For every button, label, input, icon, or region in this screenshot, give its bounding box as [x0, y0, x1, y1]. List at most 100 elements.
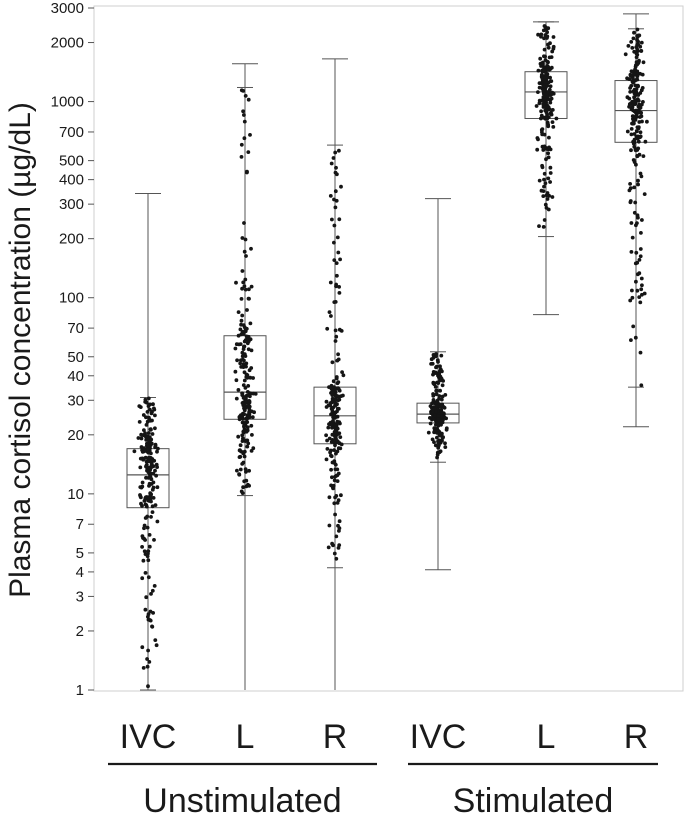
- data-point: [550, 49, 555, 54]
- data-point: [330, 409, 335, 413]
- data-point: [546, 80, 551, 85]
- data-point: [541, 91, 546, 96]
- data-point: [544, 116, 549, 121]
- data-point: [547, 135, 551, 140]
- category-label: IVC: [120, 718, 177, 756]
- data-point: [629, 148, 633, 153]
- data-point: [235, 358, 240, 363]
- data-point: [332, 501, 337, 506]
- data-point: [430, 401, 434, 406]
- data-point: [543, 80, 547, 84]
- data-point: [546, 207, 551, 212]
- data-point: [143, 571, 148, 575]
- data-point: [152, 584, 157, 588]
- data-point: [149, 411, 154, 416]
- data-point: [239, 365, 244, 369]
- data-point: [543, 181, 548, 186]
- data-point: [242, 370, 247, 375]
- data-point: [236, 388, 241, 392]
- data-point: [635, 221, 639, 226]
- data-point: [334, 284, 338, 289]
- data-point: [549, 65, 554, 70]
- y-tick-label: 4: [76, 564, 84, 581]
- data-point: [137, 404, 142, 408]
- data-point: [641, 154, 646, 159]
- data-point: [240, 269, 245, 273]
- data-point: [244, 334, 249, 339]
- data-point: [142, 526, 146, 531]
- data-point: [249, 348, 254, 353]
- data-point: [326, 545, 331, 550]
- data-point: [631, 36, 636, 41]
- data-point: [337, 291, 342, 295]
- data-point: [332, 461, 337, 465]
- data-point: [534, 104, 539, 108]
- data-point: [146, 431, 151, 435]
- data-point: [140, 545, 145, 549]
- data-point: [153, 638, 158, 642]
- data-point: [329, 161, 334, 166]
- data-point: [248, 321, 253, 326]
- data-point: [147, 455, 152, 460]
- data-point: [438, 388, 442, 393]
- data-point: [536, 90, 540, 94]
- data-point: [150, 487, 155, 492]
- data-point: [443, 441, 447, 446]
- data-point: [150, 504, 155, 509]
- data-point: [147, 481, 152, 486]
- data-point: [628, 186, 633, 191]
- data-point: [149, 592, 153, 596]
- data-point: [550, 120, 555, 124]
- data-point: [332, 300, 337, 304]
- data-point: [145, 525, 150, 530]
- data-point: [243, 354, 248, 358]
- data-point: [243, 237, 248, 242]
- data-point: [632, 30, 636, 35]
- data-point: [245, 308, 249, 312]
- y-tick-label: 7: [76, 516, 84, 533]
- data-point: [642, 192, 647, 197]
- data-point: [337, 148, 341, 153]
- data-point: [638, 247, 643, 251]
- data-point: [325, 438, 329, 443]
- data-point: [537, 178, 542, 183]
- data-point: [544, 157, 548, 162]
- data-point: [632, 121, 636, 126]
- data-point: [441, 417, 445, 422]
- data-point: [432, 428, 437, 433]
- data-point: [241, 450, 246, 455]
- data-point: [251, 376, 256, 380]
- data-point: [155, 465, 160, 469]
- data-point: [625, 129, 630, 134]
- data-point: [240, 313, 245, 318]
- data-point: [148, 609, 153, 614]
- y-axis-label: Plasma cortisol concentration (µg/dL): [4, 102, 37, 598]
- data-point: [142, 499, 147, 503]
- data-point: [629, 221, 634, 225]
- data-point: [236, 434, 241, 439]
- data-point: [234, 280, 238, 285]
- data-point: [330, 475, 334, 480]
- data-point: [444, 426, 449, 431]
- data-point: [333, 430, 337, 435]
- data-point: [329, 453, 333, 458]
- data-point: [325, 326, 330, 331]
- data-point: [243, 287, 248, 292]
- data-point: [246, 97, 251, 102]
- data-point: [144, 400, 149, 405]
- data-point: [539, 116, 543, 121]
- data-point: [639, 287, 644, 292]
- data-point: [541, 102, 546, 107]
- data-point: [337, 327, 342, 332]
- data-point: [635, 98, 640, 102]
- data-point: [636, 61, 641, 65]
- data-point: [632, 98, 637, 103]
- data-point: [145, 410, 150, 414]
- data-point: [239, 358, 243, 363]
- data-point: [639, 40, 644, 45]
- data-point: [138, 465, 143, 470]
- y-tick-label: 200: [59, 231, 84, 248]
- data-point: [240, 350, 245, 355]
- data-point: [645, 119, 649, 124]
- data-point: [145, 664, 150, 669]
